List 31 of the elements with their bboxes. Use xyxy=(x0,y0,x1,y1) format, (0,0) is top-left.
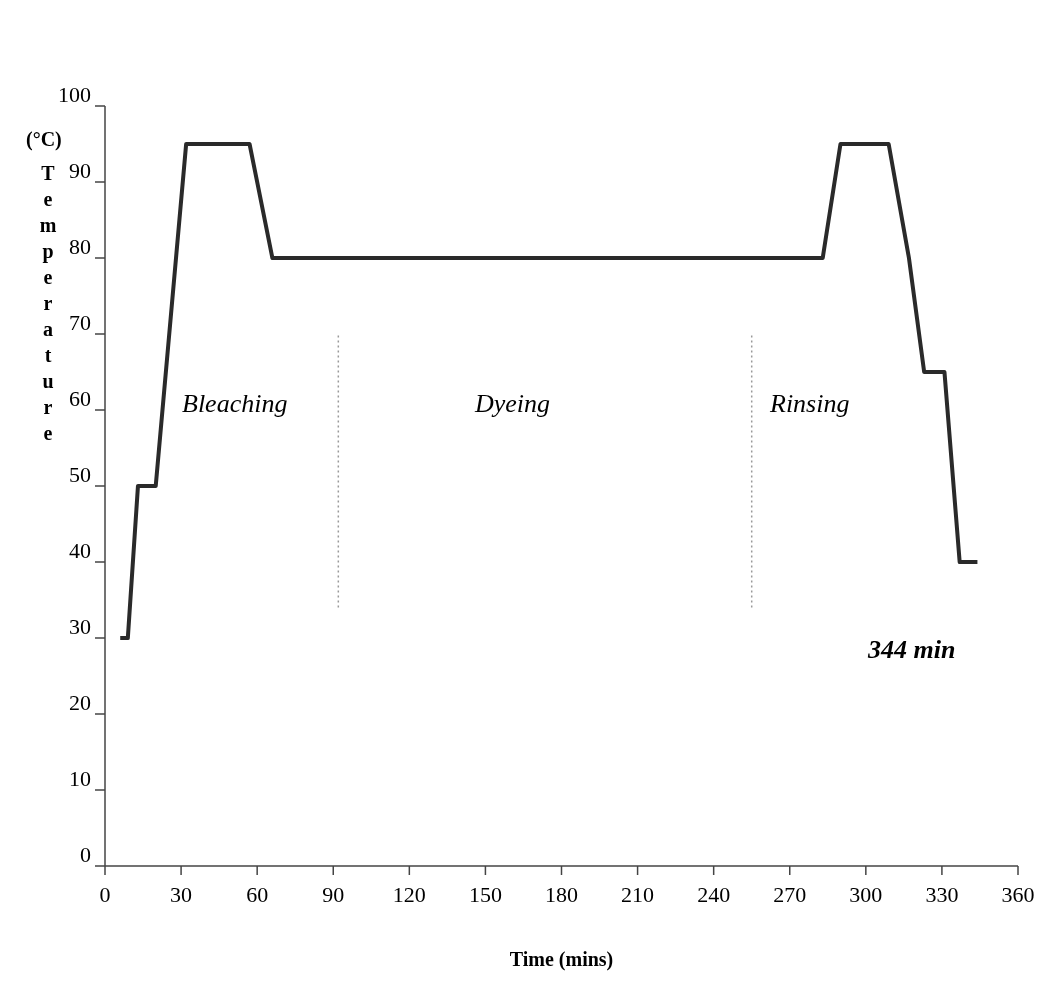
x-tick-label: 300 xyxy=(849,882,883,907)
x-tick-label: 60 xyxy=(246,882,269,907)
y-tick-label: 60 xyxy=(69,386,91,411)
x-tick-label: 0 xyxy=(99,882,111,907)
annotation: Bleaching xyxy=(182,389,288,418)
x-tick-label: 180 xyxy=(545,882,578,907)
x-tick-label: 30 xyxy=(170,882,193,907)
text: Temperature xyxy=(39,162,57,444)
y-tick-label: 0 xyxy=(80,842,91,867)
x-tick-label: 270 xyxy=(773,882,807,907)
x-tick-label: 240 xyxy=(697,882,731,907)
y-tick-label: 30 xyxy=(69,614,91,639)
y-tick-label: 50 xyxy=(69,462,91,487)
y-tick-label: 20 xyxy=(69,690,91,715)
y-tick-label: 90 xyxy=(69,158,91,183)
text: (°C) xyxy=(26,128,62,151)
x-tick-label: 120 xyxy=(392,882,426,907)
x-axis-title: Time (mins) xyxy=(509,948,614,971)
annotation: 344 min xyxy=(867,635,956,664)
annotation: Rinsing xyxy=(769,389,850,418)
y-tick-label: 80 xyxy=(69,234,91,259)
annotation: Dyeing xyxy=(474,389,551,418)
x-tick-label: 150 xyxy=(468,882,502,907)
x-tick-label: 360 xyxy=(1001,882,1035,907)
y-tick-label: 70 xyxy=(69,310,91,335)
x-tick-label: 330 xyxy=(925,882,959,907)
y-tick-label: 100 xyxy=(58,82,91,107)
y-tick-label: 40 xyxy=(69,538,91,563)
x-tick-label: 210 xyxy=(621,882,655,907)
x-tick-label: 90 xyxy=(322,882,345,907)
y-tick-label: 10 xyxy=(69,766,91,791)
